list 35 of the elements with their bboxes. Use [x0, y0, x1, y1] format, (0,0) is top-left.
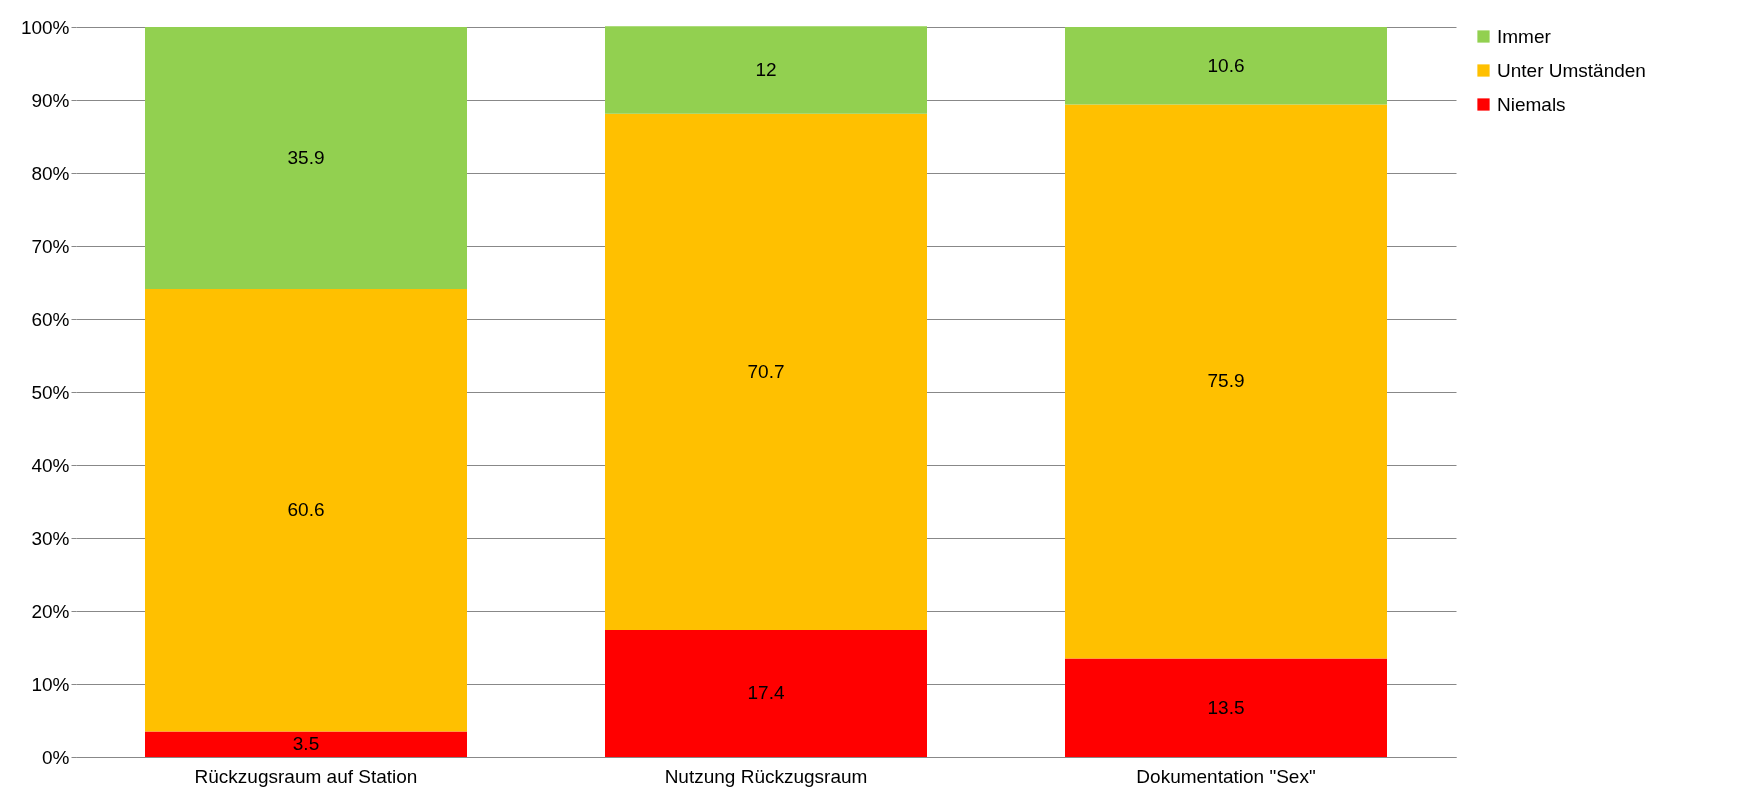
legend-label: Immer [1497, 25, 1552, 47]
bar [605, 26, 927, 114]
y-tick-label: 50% [31, 381, 70, 403]
bar [145, 289, 467, 732]
y-tick-label: 60% [31, 308, 70, 330]
bar [145, 731, 467, 757]
y-tick-label: 40% [31, 454, 70, 476]
data-label: 60.6 [287, 499, 325, 521]
y-tick-label: 10% [31, 673, 70, 695]
bar [1065, 27, 1387, 105]
y-tick-label: 20% [31, 600, 70, 622]
bar [145, 27, 467, 290]
data-label: 70.7 [747, 360, 785, 382]
x-tick-label: Dokumentation "Sex" [1136, 765, 1316, 787]
bar [1065, 658, 1387, 757]
data-label: 3.5 [292, 733, 320, 755]
y-tick-label: 80% [31, 162, 70, 184]
data-label: 10.6 [1207, 54, 1245, 76]
bar [605, 629, 927, 757]
data-label: 12 [755, 59, 777, 81]
y-tick-label: 90% [31, 89, 70, 111]
x-tick-label: Nutzung Rückzugsraum [664, 765, 868, 787]
y-tick-label: 0% [42, 746, 70, 768]
bar [1065, 104, 1387, 659]
y-tick-label: 30% [31, 527, 70, 549]
legend-label: Niemals [1497, 93, 1566, 115]
legend-label: Unter Umständen [1497, 59, 1646, 81]
y-tick-label: 70% [31, 235, 70, 257]
data-label: 35.9 [287, 147, 325, 169]
bar [605, 113, 927, 630]
data-label: 13.5 [1207, 696, 1245, 718]
data-label: 17.4 [747, 682, 785, 704]
data-label: 75.9 [1207, 370, 1245, 392]
y-tick-label: 100% [20, 16, 70, 38]
x-tick-label: Rückzugsraum auf Station [194, 765, 418, 787]
